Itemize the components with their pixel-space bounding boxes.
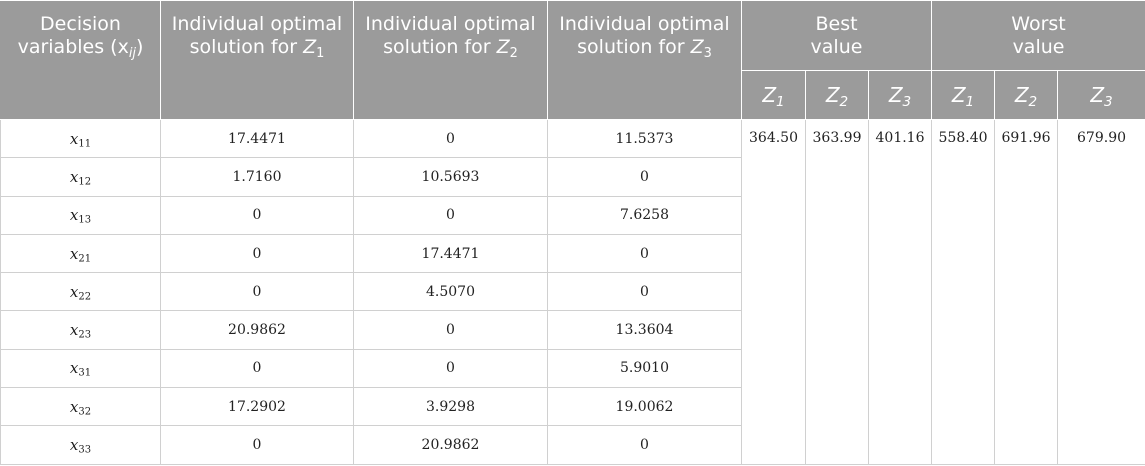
header-decision-close: ) [136,36,144,58]
header-decision-text: Decision variables (x [17,13,129,58]
z2-solution-cell: 20.9862 [353,425,548,465]
worst-z3-cell: 679.90 [1057,119,1145,465]
header-z2-sub: 2 [509,45,518,61]
header-solution-z1: Individual optimal solution for Z1 [160,0,354,120]
header-best-z3-sub: 3 [902,93,912,110]
header-worst-z3: Z3 [1057,70,1145,120]
header-solution-z3: Individual optimal solution for Z3 [547,0,742,120]
variable-cell: x13 [0,195,161,235]
best-z1-cell: 364.50 [741,119,806,465]
z1-solution-cell: 0 [160,272,354,312]
header-solution-z2: Individual optimal solution for Z2 [353,0,548,120]
z3-solution-cell: 0 [547,233,742,274]
z3-solution-cell: 0 [547,425,742,465]
header-worst-z2-sub: 2 [1028,93,1038,110]
header-z3-letter: Z [690,36,704,58]
worst-z2-cell: 691.96 [994,119,1059,465]
header-worst-z3-letter: Z [1090,82,1105,107]
header-z1-sub: 1 [316,45,325,61]
z3-solution-cell: 0 [547,272,742,312]
z1-solution-cell: 17.4471 [160,118,354,159]
header-best-z1-sub: 1 [776,93,785,110]
header-solution-z3-text: Individual optimal solution for [559,13,730,58]
table-row: x12 1.7160 10.5693 0 [0,157,1145,197]
z3-solution-cell: 13.3604 [547,310,742,350]
header-worst-z1: Z1 [931,70,996,120]
variable-cell: x33 [0,425,161,465]
header-best-z1: Z1 [741,70,806,120]
header-z3-sub: 3 [703,45,712,61]
header-best-z3-letter: Z [888,82,903,107]
header-worst-z1-letter: Z [951,82,966,107]
header-best-z1-letter: Z [762,82,777,107]
z2-solution-cell: 17.4471 [353,233,548,274]
variable-cell: x31 [0,348,161,389]
z2-solution-cell: 10.5693 [353,157,548,197]
best-z3-cell: 401.16 [867,119,933,465]
variable-cell: x21 [0,233,161,274]
variable-cell: x23 [0,310,161,350]
z2-solution-cell: 0 [353,348,548,389]
z2-solution-cell: 3.9298 [353,387,548,427]
header-best-z2-sub: 2 [839,93,849,110]
z1-solution-cell: 0 [160,233,354,274]
header-worst-z1-sub: 1 [965,93,975,110]
header-decision-sub: ij [128,45,136,61]
z1-solution-cell: 20.9862 [160,310,354,350]
z2-solution-cell: 0 [353,195,548,235]
header-z1-letter: Z [303,36,317,58]
z3-solution-cell: 7.6258 [547,195,742,235]
z3-solution-cell: 0 [547,157,742,197]
header-best-z3: Z3 [867,70,933,120]
header-best-value: Best value [740,0,933,71]
z1-solution-cell: 0 [160,425,354,465]
table-row: x11 17.4471 0 11.5373 364.50 363.99 401.… [0,118,1145,465]
header-worst-z3-sub: 3 [1104,93,1113,110]
header-worst-value-text: Worst value [1011,13,1066,58]
table-row: x32 17.2902 3.9298 19.0062 [0,387,1145,427]
table-body: x11 17.4471 0 11.5373 364.50 363.99 401.… [0,118,1145,465]
header-worst-value: Worst value [931,0,1145,71]
z3-solution-cell: 19.0062 [547,387,742,427]
worst-z1-cell: 558.40 [931,119,996,465]
header-best-value-text: Best value [810,13,863,58]
z1-solution-cell: 17.2902 [160,387,354,427]
header-worst-z2-letter: Z [1014,82,1029,107]
table-row: x31 0 0 5.9010 [0,348,1145,389]
z2-solution-cell: 0 [353,310,548,350]
table-row: x22 0 4.5070 0 [0,272,1145,312]
table-row: x23 20.9862 0 13.3604 [0,310,1145,350]
variable-cell: x12 [0,157,161,197]
header-solution-z1-text: Individual optimal solution for [171,13,343,58]
variable-cell: x11 [0,118,161,159]
best-z2-cell: 363.99 [805,119,869,465]
header-best-z2: Z2 [805,70,869,120]
header-solution-z2-text: Individual optimal solution for [365,13,536,58]
variable-cell: x32 [0,387,161,427]
header-best-z2-letter: Z [825,82,840,107]
z1-solution-cell: 1.7160 [160,157,354,197]
header-z2-letter: Z [496,36,510,58]
z2-solution-cell: 0 [353,118,548,159]
header-decision-variables: Decision variables (xij) [0,0,161,120]
z3-solution-cell: 11.5373 [547,118,742,159]
variable-cell: x22 [0,272,161,312]
z3-solution-cell: 5.9010 [547,348,742,389]
z2-solution-cell: 4.5070 [353,272,548,312]
z1-solution-cell: 0 [160,195,354,235]
z1-solution-cell: 0 [160,348,354,389]
table-row: x21 0 17.4471 0 [0,233,1145,274]
header-worst-z2: Z2 [994,70,1059,120]
table-row: x33 0 20.9862 0 [0,425,1145,465]
